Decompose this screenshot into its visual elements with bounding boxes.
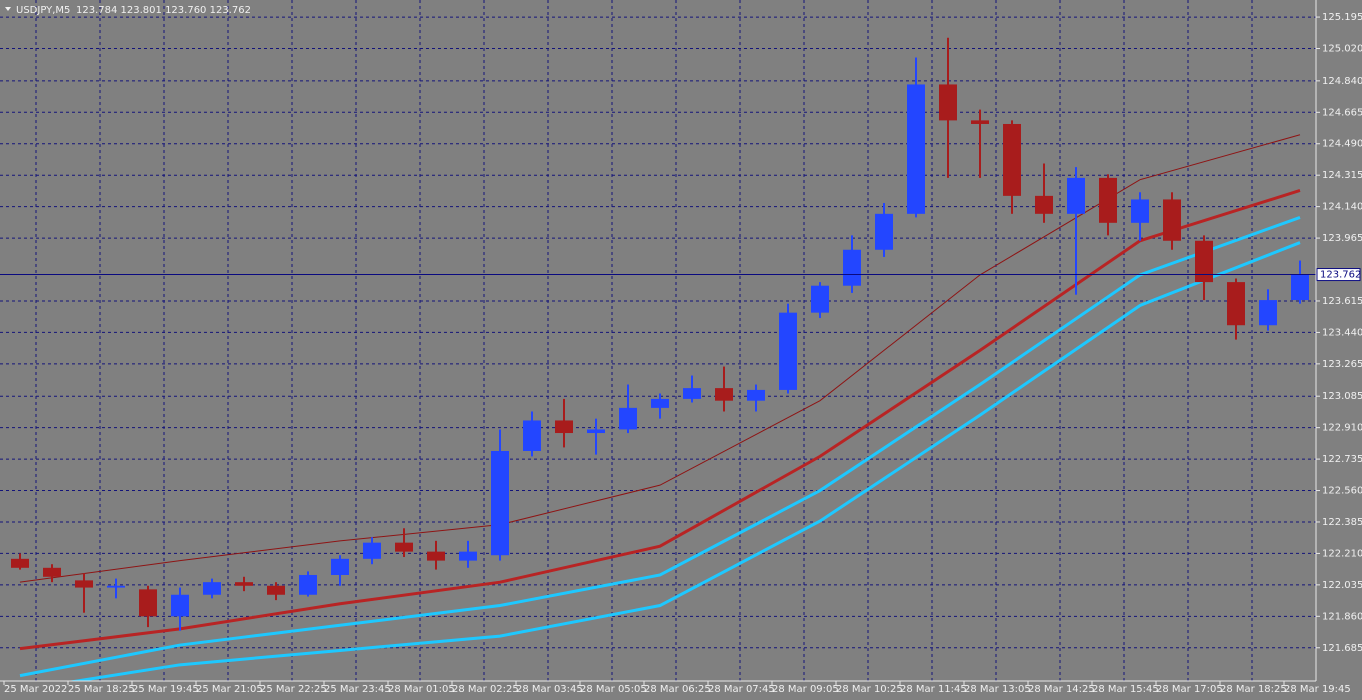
y-tick-label: 121.685 — [1322, 643, 1362, 654]
candle-body — [1259, 300, 1277, 326]
candle-body — [523, 420, 541, 452]
x-tick-label: 25 Mar 23:45 — [324, 684, 391, 695]
indicator-line — [19, 216, 1301, 678]
candle-body — [587, 429, 605, 434]
candle-body — [1163, 199, 1181, 241]
candle-body — [11, 558, 29, 568]
candle-body — [971, 120, 989, 124]
y-tick-label: 124.490 — [1322, 139, 1362, 150]
candle-body — [331, 558, 349, 575]
candle-body — [939, 84, 957, 121]
y-tick-label: 124.315 — [1322, 170, 1362, 181]
candle-body — [107, 585, 125, 588]
x-tick-label: 28 Mar 06:25 — [644, 684, 711, 695]
candle-body — [299, 574, 317, 595]
candle-body — [555, 420, 573, 434]
x-tick-label: 28 Mar 05:05 — [580, 684, 647, 695]
y-tick-label: 121.860 — [1322, 611, 1362, 622]
candle-body — [427, 551, 445, 561]
y-tick-label: 124.140 — [1322, 202, 1362, 213]
candle-body — [1035, 195, 1053, 214]
candle-body — [747, 389, 765, 401]
candle-body — [75, 580, 93, 588]
candle-body — [875, 213, 893, 250]
candle-body — [203, 582, 221, 595]
y-tick-label: 124.840 — [1322, 76, 1362, 87]
candle-body — [907, 84, 925, 214]
y-tick-label: 125.020 — [1322, 44, 1362, 55]
y-tick-label: 123.085 — [1322, 391, 1362, 402]
x-tick-label: 28 Mar 03:45 — [516, 684, 583, 695]
quote: 123.784 123.801 123.760 123.762 — [76, 5, 251, 16]
candle-body — [843, 249, 861, 286]
y-tick-label: 122.560 — [1322, 486, 1362, 497]
x-tick-label: 28 Mar 09:05 — [772, 684, 839, 695]
y-tick-label: 122.035 — [1322, 580, 1362, 591]
x-tick-label: 25 Mar 2022 — [4, 684, 67, 695]
candle-body — [139, 589, 157, 617]
candle-body — [619, 407, 637, 430]
candle-body — [171, 594, 189, 617]
x-tick-label: 28 Mar 18:25 — [1220, 684, 1287, 695]
x-tick-label: 28 Mar 02:25 — [452, 684, 519, 695]
x-tick-label: 25 Mar 18:25 — [68, 684, 135, 695]
indicator-line — [19, 189, 1301, 651]
candle-body — [1003, 123, 1021, 196]
y-tick-label: 124.665 — [1322, 107, 1362, 118]
candle-body — [1099, 177, 1117, 223]
x-tick-label: 25 Mar 22:25 — [260, 684, 327, 695]
x-tick-label: 28 Mar 14:25 — [1028, 684, 1095, 695]
x-tick-label: 28 Mar 17:05 — [1156, 684, 1223, 695]
candle-body — [491, 451, 509, 556]
candle-body — [1195, 240, 1213, 283]
candle-body — [363, 542, 381, 559]
y-tick-label: 123.265 — [1322, 359, 1362, 370]
axes: 121.685 121.860 122.035 122.210 122.385 122.5… — [3, 12, 1362, 695]
y-tick-label: 123.615 — [1322, 296, 1362, 307]
candle-body — [267, 585, 285, 595]
y-tick-label: 122.210 — [1322, 548, 1362, 559]
candle-body — [43, 567, 61, 577]
y-tick-label: 125.195 — [1322, 12, 1362, 23]
candle-body — [779, 312, 797, 390]
candle-body — [683, 388, 701, 399]
x-tick-label: 28 Mar 01:05 — [388, 684, 455, 695]
candle-body — [1067, 177, 1085, 214]
x-tick-label: 25 Mar 21:05 — [196, 684, 263, 695]
x-tick-label: 25 Mar 19:45 — [132, 684, 199, 695]
menu-arrow[interactable] — [5, 7, 11, 11]
y-tick-label: 122.385 — [1322, 517, 1362, 528]
indicator-line — [19, 134, 1301, 583]
candle-body — [459, 551, 477, 561]
x-tick-label: 28 Mar 10:25 — [836, 684, 903, 695]
candle-body — [235, 582, 253, 586]
last-price-box — [1316, 268, 1361, 282]
symbol-title: USDJPY,M5 — [16, 5, 70, 16]
indicator-line — [67, 241, 1301, 681]
y-tick-label: 122.735 — [1322, 454, 1362, 465]
candle-body — [1227, 282, 1245, 326]
candle-body — [1291, 274, 1309, 301]
plot — [0, 37, 1316, 681]
x-tick-label: 28 Mar 13:05 — [964, 684, 1031, 695]
x-tick-label: 28 Mar 07:45 — [708, 684, 775, 695]
x-tick-label: 28 Mar 15:45 — [1092, 684, 1159, 695]
candle-body — [395, 542, 413, 552]
candle-body — [651, 398, 669, 408]
last-price-label: 123.762 — [1320, 270, 1361, 281]
y-tick-label: 123.440 — [1322, 327, 1362, 338]
y-tick-label: 122.910 — [1322, 423, 1362, 434]
x-tick-label: 28 Mar 19:45 — [1284, 684, 1351, 695]
candle-body — [1131, 199, 1149, 223]
y-tick-label: 123.965 — [1322, 233, 1362, 244]
candle-body — [715, 388, 733, 401]
candle-body — [811, 285, 829, 313]
x-tick-label: 28 Mar 11:45 — [900, 684, 967, 695]
